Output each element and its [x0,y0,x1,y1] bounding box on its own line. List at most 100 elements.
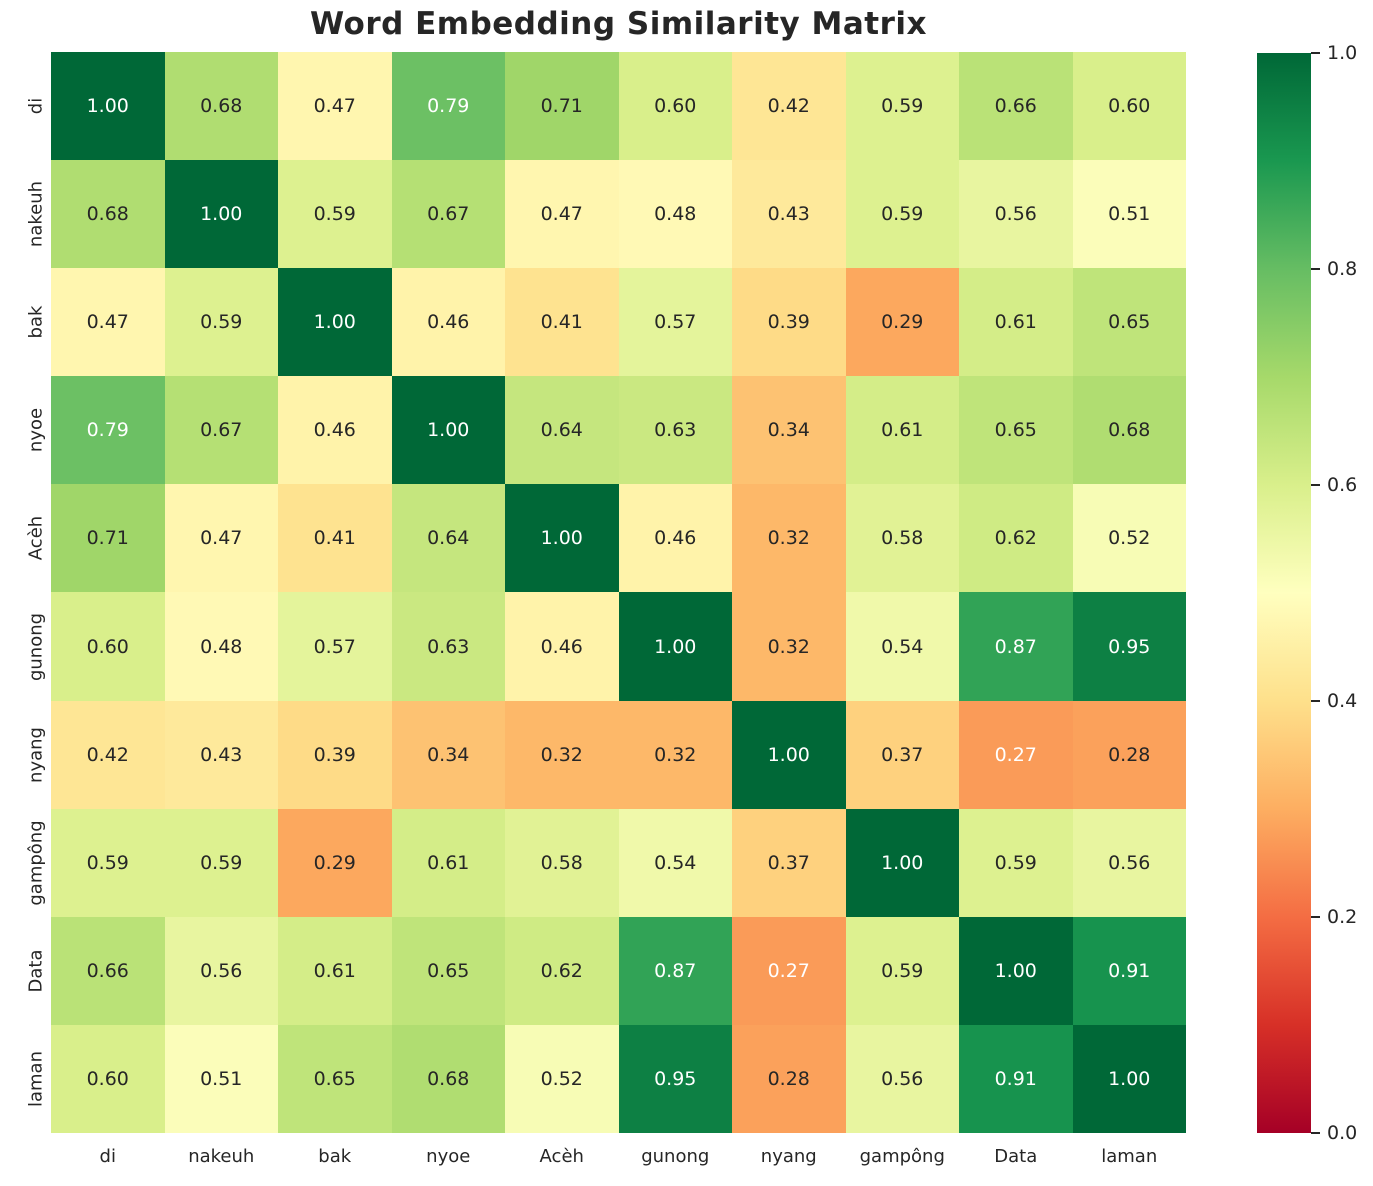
heatmap-cell-Acèh-laman: 0.52 [1072,484,1186,593]
heatmap-cell-gampông-laman: 0.56 [1072,808,1186,917]
heatmap-cell-gunong-nakeuh: 0.48 [164,592,278,701]
colorbar-tick-mark-0.4 [1311,700,1320,702]
heatmap-grid: 1.00 0.68 0.47 0.79 0.71 0.60 0.42 0.59 0.66 0.60… [51,52,1186,1133]
heatmap-cell-nyoe-laman: 0.68 [1072,376,1186,485]
heatmap-cell-nyang-nyoe: 0.34 [391,700,505,809]
heatmap-cell-di-gunong: 0.60 [618,52,732,161]
heatmap-cell-nyoe-nyang: 0.34 [732,376,846,485]
heatmap-cell-Acèh-bak: 0.41 [278,484,392,593]
x-tick-label-laman: laman [1101,1146,1158,1167]
heatmap-cell-Acèh-Data: 0.62 [959,484,1073,593]
heatmap-cell-gampông-bak: 0.29 [278,808,392,917]
heatmap-cell-Data-nakeuh: 0.56 [164,916,278,1025]
heatmap-cell-nyang-nyang: 1.00 [732,700,846,809]
heatmap-cell-gampông-gampông: 1.00 [845,808,959,917]
colorbar-tick-label-0.8: 0.8 [1327,258,1358,280]
heatmap-cell-Data-nyoe: 0.65 [391,916,505,1025]
colorbar-tick-mark-0.2 [1311,916,1320,918]
heatmap-cell-bak-Data: 0.61 [959,268,1073,377]
heatmap-cell-laman-gunong: 0.95 [618,1024,732,1133]
heatmap-cell-di-Data: 0.66 [959,52,1073,161]
heatmap-cell-Data-gunong: 0.87 [618,916,732,1025]
heatmap-cell-gunong-nyoe: 0.63 [391,592,505,701]
heatmap-cell-nakeuh-nakeuh: 1.00 [164,160,278,269]
y-tick-label-Data: Data [25,949,47,993]
heatmap-cell-bak-bak: 1.00 [278,268,392,377]
heatmap-cell-gunong-Data: 0.87 [959,592,1073,701]
heatmap-cell-di-nyang: 0.42 [732,52,846,161]
colorbar-tick-mark-0.8 [1311,268,1320,270]
heatmap-cell-nyang-gunong: 0.32 [618,700,732,809]
heatmap-cell-Data-laman: 0.91 [1072,916,1186,1025]
heatmap-cell-gunong-nyang: 0.32 [732,592,846,701]
heatmap-cell-Data-gampông: 0.59 [845,916,959,1025]
heatmap-cell-Acèh-gunong: 0.46 [618,484,732,593]
heatmap-cell-laman-nakeuh: 0.51 [164,1024,278,1133]
heatmap-cell-Data-Acèh: 0.62 [505,916,619,1025]
heatmap-cell-Acèh-di: 0.71 [51,484,165,593]
heatmap-cell-Acèh-nyang: 0.32 [732,484,846,593]
heatmap-cell-Acèh-nyoe: 0.64 [391,484,505,593]
heatmap-cell-nakeuh-bak: 0.59 [278,160,392,269]
colorbar-tick-label-1.0: 1.0 [1327,42,1358,64]
heatmap-cell-bak-nyang: 0.39 [732,268,846,377]
x-tick-label-Acèh: Acèh [539,1146,584,1167]
x-tick-label-Data: Data [994,1146,1038,1167]
heatmap-cell-bak-nyoe: 0.46 [391,268,505,377]
x-tick-label-nakeuh: nakeuh [188,1146,255,1167]
heatmap-cell-nyang-Data: 0.27 [959,700,1073,809]
heatmap-cell-nyoe-nakeuh: 0.67 [164,376,278,485]
heatmap-cell-gampông-nyang: 0.37 [732,808,846,917]
heatmap-cell-di-gampông: 0.59 [845,52,959,161]
heatmap-cell-di-bak: 0.47 [278,52,392,161]
heatmap-cell-di-laman: 0.60 [1072,52,1186,161]
heatmap-cell-Data-di: 0.66 [51,916,165,1025]
heatmap-cell-nyang-nakeuh: 0.43 [164,700,278,809]
heatmap-cell-bak-di: 0.47 [51,268,165,377]
heatmap-cell-nyoe-Acèh: 0.64 [505,376,619,485]
heatmap-cell-nakeuh-Acèh: 0.47 [505,160,619,269]
heatmap-cell-gunong-di: 0.60 [51,592,165,701]
heatmap-cell-nyoe-nyoe: 1.00 [391,376,505,485]
heatmap-cell-nakeuh-nyang: 0.43 [732,160,846,269]
heatmap-cell-nakeuh-di: 0.68 [51,160,165,269]
y-tick-label-nyang: nyang [25,726,47,783]
heatmap-cell-laman-nyang: 0.28 [732,1024,846,1133]
y-tick-label-nakeuh: nakeuh [25,181,47,248]
colorbar-tick-label-0.2: 0.2 [1327,906,1358,928]
heatmap-cell-Data-Data: 1.00 [959,916,1073,1025]
heatmap-cell-laman-Data: 0.91 [959,1024,1073,1133]
heatmap-cell-Acèh-nakeuh: 0.47 [164,484,278,593]
heatmap-cell-nyoe-gampông: 0.61 [845,376,959,485]
heatmap-cell-nakeuh-nyoe: 0.67 [391,160,505,269]
heatmap-cell-laman-gampông: 0.56 [845,1024,959,1133]
heatmap-cell-nyoe-Data: 0.65 [959,376,1073,485]
heatmap-cell-gampông-nakeuh: 0.59 [164,808,278,917]
y-tick-label-di: di [25,97,47,115]
heatmap-cell-Acèh-Acèh: 1.00 [505,484,619,593]
heatmap-cell-nyang-bak: 0.39 [278,700,392,809]
heatmap-cell-gunong-Acèh: 0.46 [505,592,619,701]
heatmap-cell-nyang-laman: 0.28 [1072,700,1186,809]
x-tick-label-di: di [99,1146,116,1167]
chart-title: Word Embedding Similarity Matrix [309,6,928,42]
colorbar-tick-mark-0.0 [1311,1132,1320,1134]
x-tick-label-nyang: nyang [760,1146,817,1167]
colorbar-tick-label-0.6: 0.6 [1327,474,1358,496]
heatmap-cell-laman-laman: 1.00 [1072,1024,1186,1133]
y-tick-label-Acèh: Acèh [25,516,47,561]
heatmap-cell-gunong-laman: 0.95 [1072,592,1186,701]
y-tick-label-nyoe: nyoe [25,408,47,453]
heatmap-cell-Data-bak: 0.61 [278,916,392,1025]
heatmap-cell-nyoe-gunong: 0.63 [618,376,732,485]
heatmap-cell-Data-nyang: 0.27 [732,916,846,1025]
colorbar-gradient [1257,53,1311,1133]
heatmap-cell-gunong-gampông: 0.54 [845,592,959,701]
heatmap-cell-laman-Acèh: 0.52 [505,1024,619,1133]
x-tick-label-gampông: gampông [859,1146,945,1167]
heatmap-cell-di-di: 1.00 [51,52,165,161]
heatmap-cell-nyang-di: 0.42 [51,700,165,809]
colorbar-tick-mark-1.0 [1311,52,1320,54]
heatmap-cell-gampông-gunong: 0.54 [618,808,732,917]
